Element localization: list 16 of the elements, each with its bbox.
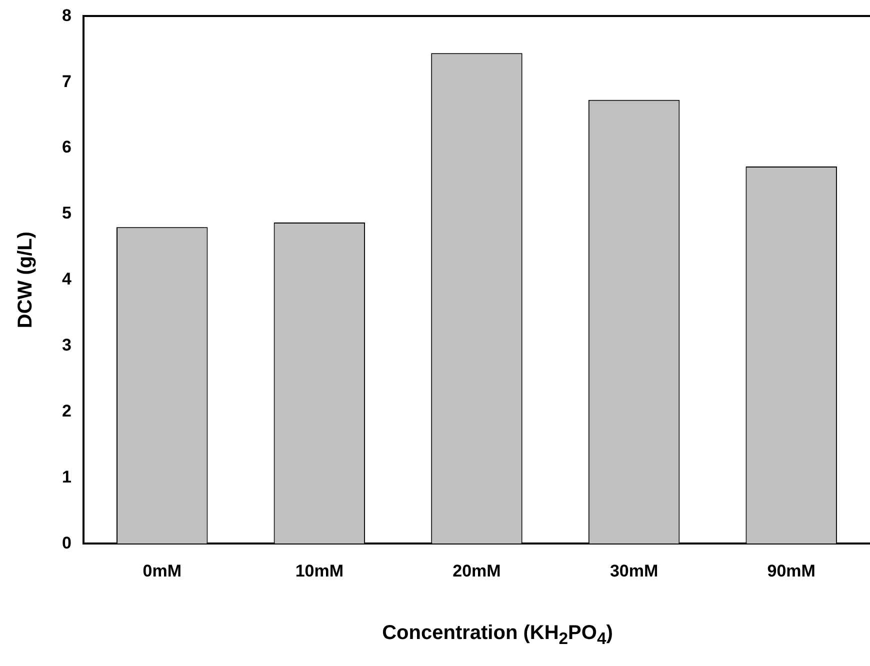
y-tick-label: 2: [62, 401, 72, 420]
y-tick-label: 8: [62, 6, 72, 25]
y-tick-label: 7: [62, 72, 72, 91]
x-tick-label: 10mM: [295, 561, 344, 580]
y-tick-label: 5: [62, 204, 72, 223]
y-tick-label: 0: [62, 533, 72, 552]
y-tick-label: 6: [62, 138, 72, 157]
x-tick-label: 30mM: [610, 561, 658, 580]
y-tick-label: 3: [62, 336, 72, 355]
x-tick-label: 90mM: [767, 561, 816, 580]
y-axis-title: DCW (g/L): [14, 232, 37, 328]
x-tick-label: 20mM: [452, 561, 501, 580]
x-tick-label: 0mM: [142, 561, 182, 580]
y-tick-label: 1: [62, 467, 72, 486]
x-axis-title: Concentration (KH$_{2}$PO$_{4}$): [381, 622, 614, 649]
y-tick-label: 4: [62, 270, 72, 289]
